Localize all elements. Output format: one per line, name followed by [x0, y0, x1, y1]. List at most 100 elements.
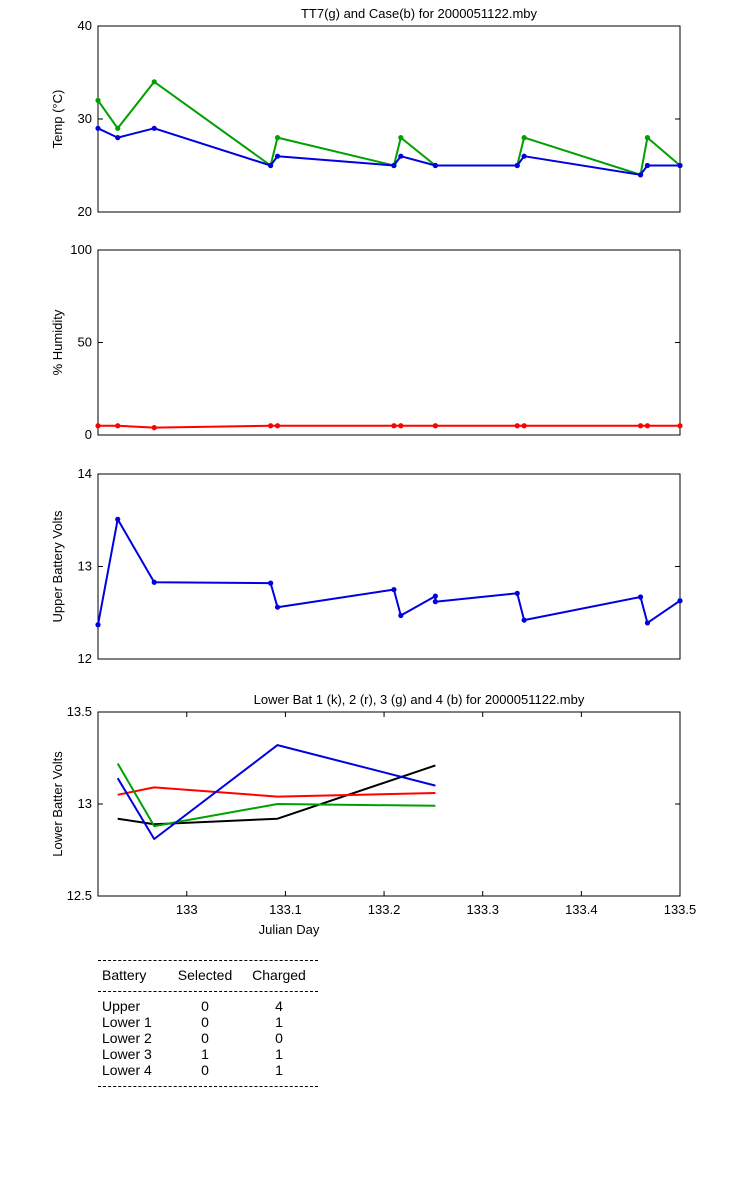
y-tick-label: 0: [85, 427, 92, 442]
data-point: [274, 135, 281, 141]
cell-charged: 1: [275, 1014, 283, 1030]
y-axis-label: % Humidity: [50, 309, 65, 375]
cell-selected: 1: [201, 1046, 209, 1062]
y-tick-label: 13.5: [67, 704, 92, 719]
table-body: Upper 0 4 Lower 1 0 1 Lower 2 0 0 Lower …: [98, 992, 318, 1086]
x-tick-label: 133.1: [269, 902, 302, 917]
data-point: [274, 423, 281, 429]
data-point: [268, 580, 274, 586]
data-point: [432, 599, 438, 605]
table-header-row: Battery Selected Charged: [98, 961, 318, 991]
x-tick-label: 133.5: [664, 902, 697, 917]
data-point: [274, 153, 281, 159]
data-point: [677, 162, 683, 169]
data-point: [514, 162, 520, 169]
data-point: [151, 425, 157, 431]
data-point: [151, 79, 157, 85]
data-point: [644, 162, 651, 169]
axes-frame: [97, 473, 681, 660]
table-row: Lower 4 0 1: [98, 1062, 318, 1078]
header-battery: Battery: [102, 967, 147, 983]
series-line: [97, 518, 681, 625]
data-point: [521, 617, 527, 623]
y-tick-label: 12: [78, 651, 92, 666]
data-point: [677, 423, 683, 429]
data-point: [391, 162, 397, 169]
y-tick-label: 12.5: [67, 888, 92, 903]
data-point: [398, 135, 404, 141]
y-tick-label: 50: [78, 335, 92, 350]
series-line: [97, 80, 681, 176]
series-line: [117, 764, 436, 826]
data-point: [432, 423, 438, 429]
axes-frame: [97, 711, 681, 897]
series-line: [98, 424, 680, 429]
data-point: [644, 620, 651, 626]
data-point: [398, 612, 404, 619]
data-point: [514, 423, 520, 429]
data-point: [268, 162, 274, 169]
data-point: [268, 423, 274, 429]
series-line: [116, 744, 436, 840]
header-selected: Selected: [177, 967, 233, 983]
data-point: [432, 162, 438, 169]
battery-table: Battery Selected Charged Upper 0 4 Lower…: [98, 960, 318, 1087]
data-point: [514, 590, 520, 596]
chart-title: Lower Bat 1 (k), 2 (r), 3 (g) and 4 (b) …: [254, 692, 585, 707]
table-rule-top: [98, 960, 318, 961]
cell-battery: Lower 2: [102, 1030, 152, 1046]
cell-battery: Lower 3: [102, 1046, 152, 1062]
cell-selected: 0: [201, 1062, 209, 1078]
y-axis-label: Temp (°C): [50, 90, 65, 149]
cell-charged: 4: [275, 998, 283, 1014]
series-line: [117, 786, 436, 798]
data-point: [95, 125, 101, 131]
data-point: [521, 153, 527, 159]
data-point: [677, 598, 683, 604]
chart-title: TT7(g) and Case(b) for 2000051122.mby: [301, 6, 538, 21]
x-tick-label: 133: [176, 902, 198, 917]
data-point: [151, 125, 157, 131]
data-point: [391, 587, 397, 593]
y-tick-label: 20: [78, 204, 92, 219]
cell-charged: 0: [275, 1030, 283, 1046]
y-tick-label: 13: [78, 559, 92, 574]
y-tick-label: 30: [78, 111, 92, 126]
data-point: [391, 423, 397, 429]
data-point: [644, 423, 651, 429]
table-rule-bottom: [98, 1086, 318, 1087]
data-point: [637, 172, 644, 178]
table-row: Lower 1 0 1: [98, 1014, 318, 1030]
data-point: [95, 423, 101, 429]
axes-frame: [97, 25, 681, 213]
data-point: [151, 579, 157, 585]
cell-charged: 1: [275, 1062, 283, 1078]
cell-charged: 1: [275, 1046, 283, 1062]
y-tick-label: 13: [78, 796, 92, 811]
y-tick-label: 100: [70, 242, 92, 257]
data-point: [398, 423, 404, 429]
data-point: [637, 594, 644, 600]
cell-battery: Upper: [102, 998, 141, 1014]
y-tick-label: 40: [78, 18, 92, 33]
data-point: [115, 125, 121, 131]
data-point: [274, 604, 281, 610]
x-axis-label: Julian Day: [259, 922, 320, 937]
cell-battery: Lower 4: [102, 1062, 152, 1078]
data-point: [95, 622, 101, 628]
y-tick-label: 14: [78, 466, 92, 481]
data-point: [398, 153, 404, 159]
x-tick-label: 133.4: [565, 902, 598, 917]
data-point: [115, 135, 121, 141]
cell-selected: 0: [201, 998, 209, 1014]
table-rule-mid: [98, 991, 318, 992]
data-point: [637, 423, 644, 429]
cell-selected: 0: [201, 1014, 209, 1030]
data-point: [95, 97, 101, 103]
y-axis-label: Lower Batter Volts: [50, 751, 65, 857]
series-line: [116, 762, 436, 828]
x-tick-label: 133.3: [466, 902, 499, 917]
series-line: [97, 127, 680, 176]
cell-selected: 0: [201, 1030, 209, 1046]
y-axis-label: Upper Battery Volts: [50, 510, 65, 622]
